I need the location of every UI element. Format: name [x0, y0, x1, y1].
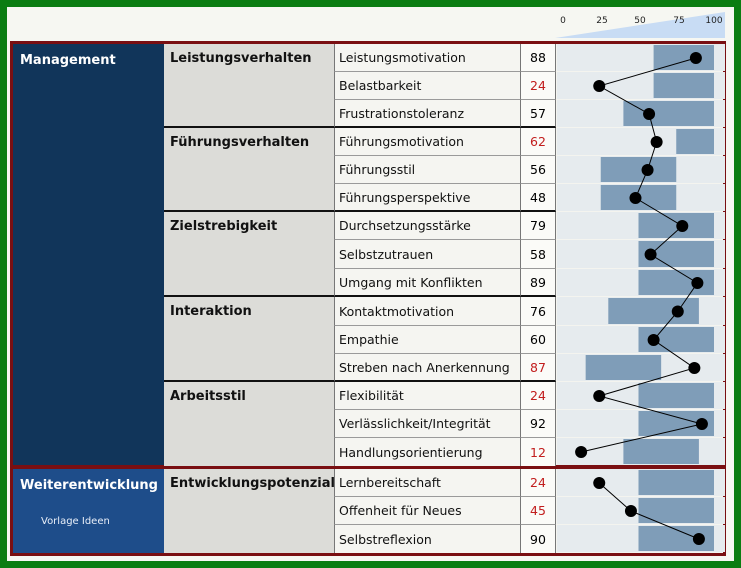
row-label: Umgang mit Konflikten	[334, 269, 520, 297]
category-interaktion: Interaktion	[164, 297, 334, 382]
target-range-band	[585, 355, 662, 380]
row-value: 24	[520, 469, 556, 497]
scale-tick-25: 25	[596, 16, 608, 26]
category-arbeitsstil: Arbeitsstil	[164, 382, 334, 466]
row-value: 60	[520, 326, 556, 354]
row-value: 88	[520, 44, 556, 72]
score-marker	[575, 446, 588, 458]
target-range-band	[608, 298, 699, 324]
row-value: 92	[520, 410, 556, 438]
row-value: 79	[520, 212, 556, 240]
score-marker	[650, 136, 663, 148]
target-range-band	[638, 213, 714, 238]
row-label: Führungsmotivation	[334, 128, 520, 156]
target-range-band	[600, 157, 677, 182]
score-marker	[624, 505, 637, 517]
scale-tick-0: 0	[560, 16, 566, 26]
main-category-management: Management	[13, 44, 164, 465]
row-value: 45	[520, 497, 556, 525]
row-value: 48	[520, 184, 556, 212]
score-marker	[647, 334, 660, 346]
scale-tick-75: 75	[673, 16, 685, 26]
row-value: 90	[520, 525, 556, 553]
target-range-band	[638, 470, 714, 495]
score-marker	[641, 164, 654, 176]
row-label: Streben nach Anerkennung	[334, 354, 520, 382]
scale-tick-50: 50	[634, 16, 646, 26]
row-value: 57	[520, 100, 556, 128]
row-value: 56	[520, 156, 556, 184]
score-marker	[688, 362, 701, 374]
scale-wedge	[555, 12, 725, 38]
row-label: Selbstreflexion	[334, 525, 520, 553]
score-marker	[691, 277, 704, 289]
score-marker	[695, 418, 708, 430]
row-value: 89	[520, 269, 556, 297]
row-label: Lernbereitschaft	[334, 469, 520, 497]
row-label: Empathie	[334, 326, 520, 354]
category-fuehrungsverhalten: Führungsverhalten	[164, 128, 334, 212]
score-marker	[671, 305, 684, 318]
score-marker	[692, 533, 705, 545]
score-marker	[629, 192, 642, 204]
row-label: Durchsetzungsstärke	[334, 212, 520, 240]
row-label: Kontaktmotivation	[334, 297, 520, 326]
row-value: 12	[520, 438, 556, 466]
row-value: 87	[520, 354, 556, 382]
category-zielstrebigkeit: Zielstrebigkeit	[164, 212, 334, 297]
target-range-band	[653, 45, 714, 70]
score-marker	[644, 248, 657, 261]
target-range-band	[623, 101, 714, 126]
watermark-text: Vorlage Ideen	[41, 516, 110, 527]
row-label: Führungsstil	[334, 156, 520, 184]
row-label: Frustrationstoleranz	[334, 100, 520, 128]
target-range-band	[623, 439, 699, 464]
main-category-weiterentwicklung: Weiterentwicklung	[13, 469, 164, 553]
category-leistungsverhalten: Leistungsverhalten	[164, 44, 334, 128]
row-label: Führungsperspektive	[334, 184, 520, 212]
row-value: 76	[520, 297, 556, 326]
target-range-band	[653, 73, 714, 98]
scale-tick-100: 100	[705, 16, 723, 26]
row-value: 24	[520, 72, 556, 100]
score-marker	[593, 477, 606, 489]
score-marker	[593, 390, 606, 402]
row-label: Belastbarkeit	[334, 72, 520, 100]
row-label: Offenheit für Neues	[334, 497, 520, 525]
score-marker	[676, 220, 689, 232]
score-marker	[593, 80, 606, 92]
row-label: Handlungsorientierung	[334, 438, 520, 466]
row-value: 62	[520, 128, 556, 156]
category-entwicklungspotenzial: Entwicklungspotenzial	[164, 469, 335, 553]
row-label: Leistungsmotivation	[334, 44, 520, 72]
score-marker	[689, 52, 702, 64]
row-value: 58	[520, 240, 556, 269]
row-label: Selbstzutrauen	[334, 240, 520, 269]
target-range-band	[676, 129, 714, 154]
score-marker	[643, 108, 656, 120]
row-value: 24	[520, 382, 556, 410]
row-label: Verlässlichkeit/Integrität	[334, 410, 520, 438]
row-label: Flexibilität	[334, 382, 520, 410]
target-range-band	[638, 383, 714, 408]
